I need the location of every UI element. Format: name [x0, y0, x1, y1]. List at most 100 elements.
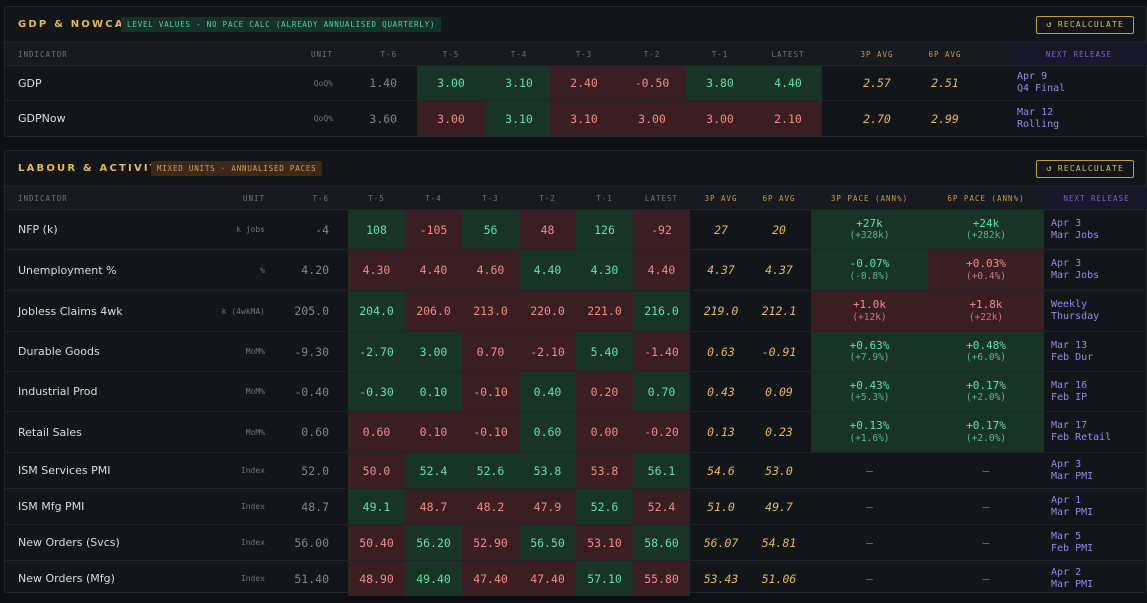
indicator-name: Unemployment % — [18, 263, 117, 277]
value-cell: 50.40 — [348, 525, 405, 560]
pace-6p-annualised: (+0.4%) — [965, 270, 1007, 282]
t6-value: 3.60 — [369, 111, 397, 126]
t6-value: 51.40 — [294, 571, 329, 586]
avg-6p: 2.99 — [931, 111, 959, 126]
value-cell: 50.0 — [348, 453, 405, 488]
pace-3p: +0.63% (+7.9%) — [811, 332, 928, 371]
pace-3p: +1.0k (+12k) — [811, 291, 928, 331]
indicator-name: Industrial Prod — [18, 385, 98, 398]
value-cell: 56 — [462, 210, 519, 249]
header-indicator: INDICATOR — [18, 194, 68, 203]
next-release: Mar 12 Rolling — [1011, 101, 1147, 136]
next-release: Weekly Thursday — [1045, 291, 1147, 331]
unit-cell: MoM% — [245, 347, 265, 356]
pace-3p-value: +0.63% — [849, 338, 890, 352]
avg-3p: 2.70 — [863, 111, 891, 126]
table-row[interactable]: Jobless Claims 4wk k (4wkMA) 205.0 204.0 206… — [5, 291, 1146, 332]
indicator-name: Jobless Claims 4wk — [18, 304, 123, 318]
next-release-date: Mar 17 — [1051, 420, 1088, 431]
t6-value: 205.0 — [294, 304, 329, 318]
header-t-4: T-4 — [510, 50, 528, 59]
value-cell: -0.30 — [348, 372, 405, 411]
header-next-release: NEXT RELEASE — [1011, 44, 1147, 65]
header-t-2: T-2 — [643, 50, 661, 59]
value-cell: -1.40 — [633, 332, 690, 371]
value-cell: 47.9 — [519, 489, 576, 524]
recalculate-label: RECALCULATE — [1057, 164, 1124, 173]
indicator-name: Durable Goods — [18, 345, 100, 358]
avg-6p: 49.7 — [765, 499, 793, 514]
pace-6p-annualised: (+6.0%) — [965, 352, 1007, 364]
table-row[interactable]: New Orders (Mfg) Index 51.40 48.90 49.40 47.4… — [5, 561, 1146, 596]
pace-6p: — — [982, 535, 990, 550]
value-cell: 48 — [519, 210, 576, 249]
unit-cell: k jobs — [236, 225, 265, 234]
table-row[interactable]: Retail Sales MoM% 0.60 0.60 0.10 -0.10 0.60 0.0… — [5, 412, 1146, 453]
t6-value: -4 — [315, 222, 329, 237]
avg-3p: 27 — [714, 222, 728, 237]
t6-value: -0.40 — [294, 384, 329, 399]
avg-3p: 54.6 — [707, 463, 735, 478]
value-cell: 56.50 — [519, 525, 576, 560]
value-cell: -2.70 — [348, 332, 405, 371]
table-row[interactable]: Industrial Prod MoM% -0.40 -0.30 0.10 -0.10 0.… — [5, 372, 1146, 412]
table-row[interactable]: ISM Services PMI Index 52.0 50.0 52.4 52.6 53.… — [5, 453, 1146, 489]
header-unit: UNIT — [310, 50, 333, 59]
value-cell: 0.10 — [405, 372, 462, 411]
indicator-name: New Orders (Mfg) — [18, 572, 115, 585]
next-release-date: Weekly — [1051, 299, 1088, 310]
pace-6p-value: +24k — [972, 216, 1000, 230]
pace-3p: +0.43% (+5.3%) — [811, 372, 928, 411]
pace-6p-annualised: (+22k) — [968, 311, 1004, 323]
refresh-icon: ↺ — [1046, 20, 1053, 30]
pace-6p-value: +0.48% — [966, 338, 1006, 352]
header-3p-pace-ann-: 3P PACE (ANN%) — [830, 194, 909, 203]
pace-3p: — — [866, 463, 873, 478]
unit-cell: Index — [240, 538, 265, 547]
unit-cell: Index — [240, 574, 265, 583]
value-cell: 221.0 — [576, 291, 633, 331]
value-cell: 3.00 — [618, 101, 686, 136]
pace-6p-value: +0.03% — [966, 257, 1006, 271]
table-row[interactable]: Unemployment %% 4.20 4.30 4.40 4.60 4.40 4.30 4… — [5, 250, 1146, 291]
value-cell: 2.10 — [754, 101, 822, 136]
next-release-label: Q4 Final — [1017, 83, 1066, 94]
avg-6p: 54.81 — [761, 535, 797, 550]
unit-cell: k (4wkMA) — [221, 306, 265, 316]
recalculate-button[interactable]: ↺ RECALCULATE — [1036, 160, 1134, 178]
table-row[interactable]: GDP QoQ% 1.40 3.00 3.10 2.40 -0.50 3.80 4.40 2.57… — [5, 66, 1146, 101]
value-cell: 49.1 — [348, 489, 405, 524]
value-cell: 0.60 — [519, 412, 576, 452]
next-release-label: Mar PMI — [1051, 470, 1094, 482]
table-row[interactable]: NFP (k) k jobs -4 108 -105 56 48 126 -92 27 20 +27k… — [5, 210, 1146, 250]
recalculate-button[interactable]: ↺ RECALCULATE — [1036, 16, 1134, 34]
next-release-date: Apr 1 — [1051, 494, 1082, 506]
avg-6p: 2.51 — [931, 76, 959, 90]
next-release: Apr 3 Mar Jobs — [1045, 210, 1147, 249]
header-latest: LATEST — [771, 50, 805, 59]
table-row[interactable]: GDPNow QoQ% 3.60 3.00 3.10 3.10 3.00 3.00 2.10 2.… — [5, 101, 1146, 136]
header-next-release: NEXT RELEASE — [1045, 188, 1147, 209]
value-cell: 216.0 — [633, 291, 690, 331]
indicator-name: ISM Mfg PMI — [18, 500, 85, 513]
pace-3p-value: +1.0k — [852, 298, 887, 312]
value-cell: 53.8 — [519, 453, 576, 488]
next-release-label: Feb IP — [1051, 391, 1088, 403]
value-cell: 4.40 — [519, 250, 576, 290]
table-row[interactable]: Durable Goods MoM% -9.30 -2.70 3.00 0.70 -2.10… — [5, 332, 1146, 372]
value-cell: 52.6 — [462, 453, 519, 488]
value-cell: 3.00 — [417, 66, 485, 100]
value-cell: 3.00 — [686, 101, 754, 136]
table-row[interactable]: New Orders (Svcs) Index 56.00 50.40 56.20 52.… — [5, 525, 1146, 561]
value-cell: 56.1 — [633, 453, 690, 488]
value-cell: 4.40 — [754, 66, 822, 100]
pace-3p-value: -0.07% — [849, 257, 890, 271]
indicator-name: ISM Services PMI — [18, 464, 111, 477]
pace-6p: +1.8k (+22k) — [928, 291, 1044, 331]
pace-3p-annualised: (-0.8%) — [849, 270, 890, 282]
pace-3p: -0.07% (-0.8%) — [811, 250, 928, 290]
avg-6p: 212.1 — [761, 304, 797, 318]
table-row[interactable]: ISM Mfg PMI Index 48.7 49.1 48.7 48.2 47.9 52.6… — [5, 489, 1146, 525]
pace-3p: — — [866, 499, 873, 514]
value-cell: 0.20 — [576, 372, 633, 411]
